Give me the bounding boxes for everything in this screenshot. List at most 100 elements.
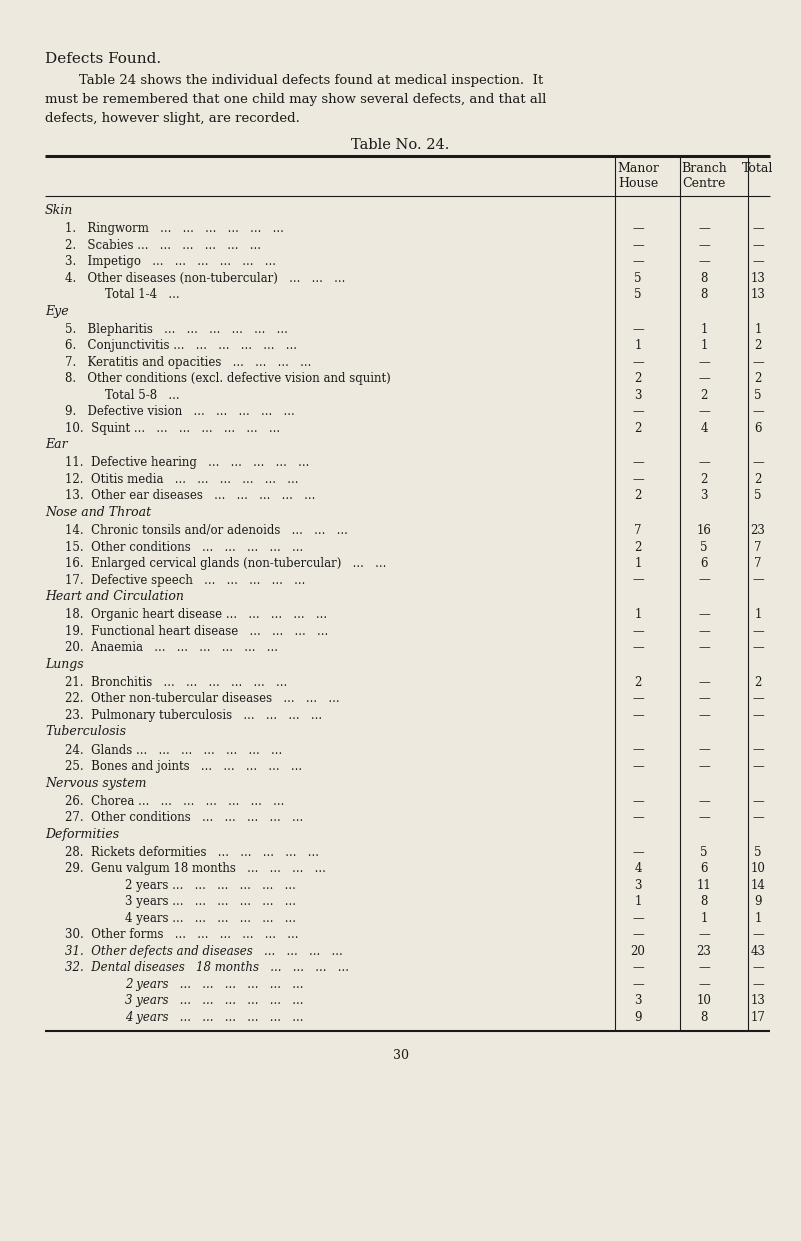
Text: 13: 13 xyxy=(751,994,766,1008)
Text: 5.   Blepharitis   ...   ...   ...   ...   ...   ...: 5. Blepharitis ... ... ... ... ... ... xyxy=(65,323,288,336)
Text: 1: 1 xyxy=(755,608,762,622)
Text: Heart and Circulation: Heart and Circulation xyxy=(45,591,184,603)
Text: 6: 6 xyxy=(755,422,762,434)
Text: 10: 10 xyxy=(751,862,766,875)
Text: 7: 7 xyxy=(755,541,762,553)
Text: —: — xyxy=(698,743,710,757)
Text: Total: Total xyxy=(743,163,774,175)
Text: —: — xyxy=(752,709,764,722)
Text: —: — xyxy=(632,406,644,418)
Text: —: — xyxy=(632,692,644,705)
Text: 2 years   ...   ...   ...   ...   ...   ...: 2 years ... ... ... ... ... ... xyxy=(125,978,304,990)
Text: 6: 6 xyxy=(700,862,708,875)
Text: 14: 14 xyxy=(751,879,766,892)
Text: 5: 5 xyxy=(700,541,708,553)
Text: —: — xyxy=(752,928,764,942)
Text: 5: 5 xyxy=(755,489,762,503)
Text: —: — xyxy=(698,676,710,689)
Text: —: — xyxy=(752,222,764,235)
Text: 1: 1 xyxy=(634,557,642,570)
Text: 2: 2 xyxy=(634,541,642,553)
Text: 22.  Other non-tubercular diseases   ...   ...   ...: 22. Other non-tubercular diseases ... ..… xyxy=(65,692,340,705)
Text: —: — xyxy=(752,256,764,268)
Text: defects, however slight, are recorded.: defects, however slight, are recorded. xyxy=(45,112,300,125)
Text: 16: 16 xyxy=(697,524,711,537)
Text: 28.  Rickets deformities   ...   ...   ...   ...   ...: 28. Rickets deformities ... ... ... ... … xyxy=(65,846,319,859)
Text: 23.  Pulmonary tuberculosis   ...   ...   ...   ...: 23. Pulmonary tuberculosis ... ... ... .… xyxy=(65,709,322,722)
Text: 3 years ...   ...   ...   ...   ...   ...: 3 years ... ... ... ... ... ... xyxy=(125,895,296,908)
Text: —: — xyxy=(698,238,710,252)
Text: Lungs: Lungs xyxy=(45,658,83,670)
Text: Manor
House: Manor House xyxy=(617,163,659,190)
Text: 2: 2 xyxy=(634,489,642,503)
Text: —: — xyxy=(752,759,764,773)
Text: —: — xyxy=(698,962,710,974)
Text: 2: 2 xyxy=(700,388,708,402)
Text: 27.  Other conditions   ...   ...   ...   ...   ...: 27. Other conditions ... ... ... ... ... xyxy=(65,812,304,824)
Text: 43: 43 xyxy=(751,944,766,958)
Text: —: — xyxy=(632,962,644,974)
Text: Defects Found.: Defects Found. xyxy=(45,52,161,66)
Text: 9: 9 xyxy=(755,895,762,908)
Text: —: — xyxy=(632,457,644,469)
Text: —: — xyxy=(752,962,764,974)
Text: Total 1-4   ...: Total 1-4 ... xyxy=(105,288,179,302)
Text: 31.  Other defects and diseases   ...   ...   ...   ...: 31. Other defects and diseases ... ... .… xyxy=(65,944,343,958)
Text: 3: 3 xyxy=(634,879,642,892)
Text: —: — xyxy=(698,457,710,469)
Text: —: — xyxy=(698,692,710,705)
Text: 26.  Chorea ...   ...   ...   ...   ...   ...   ...: 26. Chorea ... ... ... ... ... ... ... xyxy=(65,794,284,808)
Text: 18.  Organic heart disease ...   ...   ...   ...   ...: 18. Organic heart disease ... ... ... ..… xyxy=(65,608,327,622)
Text: —: — xyxy=(632,759,644,773)
Text: —: — xyxy=(632,256,644,268)
Text: —: — xyxy=(752,457,764,469)
Text: 1.   Ringworm   ...   ...   ...   ...   ...   ...: 1. Ringworm ... ... ... ... ... ... xyxy=(65,222,284,235)
Text: 8.   Other conditions (excl. defective vision and squint): 8. Other conditions (excl. defective vis… xyxy=(65,372,391,385)
Text: 2 years ...   ...   ...   ...   ...   ...: 2 years ... ... ... ... ... ... xyxy=(125,879,296,892)
Text: 4.   Other diseases (non-tubercular)   ...   ...   ...: 4. Other diseases (non-tubercular) ... .… xyxy=(65,272,345,284)
Text: —: — xyxy=(752,238,764,252)
Text: 29.  Genu valgum 18 months   ...   ...   ...   ...: 29. Genu valgum 18 months ... ... ... ..… xyxy=(65,862,326,875)
Text: —: — xyxy=(752,812,764,824)
Text: —: — xyxy=(632,928,644,942)
Text: 8: 8 xyxy=(700,288,708,302)
Text: 5: 5 xyxy=(755,388,762,402)
Text: 15.  Other conditions   ...   ...   ...   ...   ...: 15. Other conditions ... ... ... ... ... xyxy=(65,541,304,553)
Text: 20.  Anaemia   ...   ...   ...   ...   ...   ...: 20. Anaemia ... ... ... ... ... ... xyxy=(65,642,278,654)
Text: —: — xyxy=(752,642,764,654)
Text: —: — xyxy=(752,743,764,757)
Text: 13.  Other ear diseases   ...   ...   ...   ...   ...: 13. Other ear diseases ... ... ... ... .… xyxy=(65,489,316,503)
Text: 4 years   ...   ...   ...   ...   ...   ...: 4 years ... ... ... ... ... ... xyxy=(125,1011,304,1024)
Text: 2: 2 xyxy=(634,422,642,434)
Text: Table No. 24.: Table No. 24. xyxy=(352,138,449,151)
Text: —: — xyxy=(752,406,764,418)
Text: 5: 5 xyxy=(755,846,762,859)
Text: Skin: Skin xyxy=(45,204,73,217)
Text: —: — xyxy=(632,794,644,808)
Text: —: — xyxy=(698,406,710,418)
Text: —: — xyxy=(632,238,644,252)
Text: 1: 1 xyxy=(700,912,708,925)
Text: —: — xyxy=(698,978,710,990)
Text: 25.  Bones and joints   ...   ...   ...   ...   ...: 25. Bones and joints ... ... ... ... ... xyxy=(65,759,302,773)
Text: —: — xyxy=(698,573,710,587)
Text: Ear: Ear xyxy=(45,438,67,452)
Text: Deformities: Deformities xyxy=(45,828,119,840)
Text: 7.   Keratitis and opacities   ...   ...   ...   ...: 7. Keratitis and opacities ... ... ... .… xyxy=(65,356,312,369)
Text: 1: 1 xyxy=(634,339,642,352)
Text: 3: 3 xyxy=(700,489,708,503)
Text: —: — xyxy=(698,356,710,369)
Text: 4 years ...   ...   ...   ...   ...   ...: 4 years ... ... ... ... ... ... xyxy=(125,912,296,925)
Text: 5: 5 xyxy=(634,272,642,284)
Text: 20: 20 xyxy=(630,944,646,958)
Text: 13: 13 xyxy=(751,288,766,302)
Text: 17.  Defective speech   ...   ...   ...   ...   ...: 17. Defective speech ... ... ... ... ... xyxy=(65,573,305,587)
Text: 23: 23 xyxy=(751,524,766,537)
Text: —: — xyxy=(632,709,644,722)
Text: 2: 2 xyxy=(634,372,642,385)
Text: —: — xyxy=(632,846,644,859)
Text: 10.  Squint ...   ...   ...   ...   ...   ...   ...: 10. Squint ... ... ... ... ... ... ... xyxy=(65,422,280,434)
Text: —: — xyxy=(752,692,764,705)
Text: —: — xyxy=(698,624,710,638)
Text: 2: 2 xyxy=(755,339,762,352)
